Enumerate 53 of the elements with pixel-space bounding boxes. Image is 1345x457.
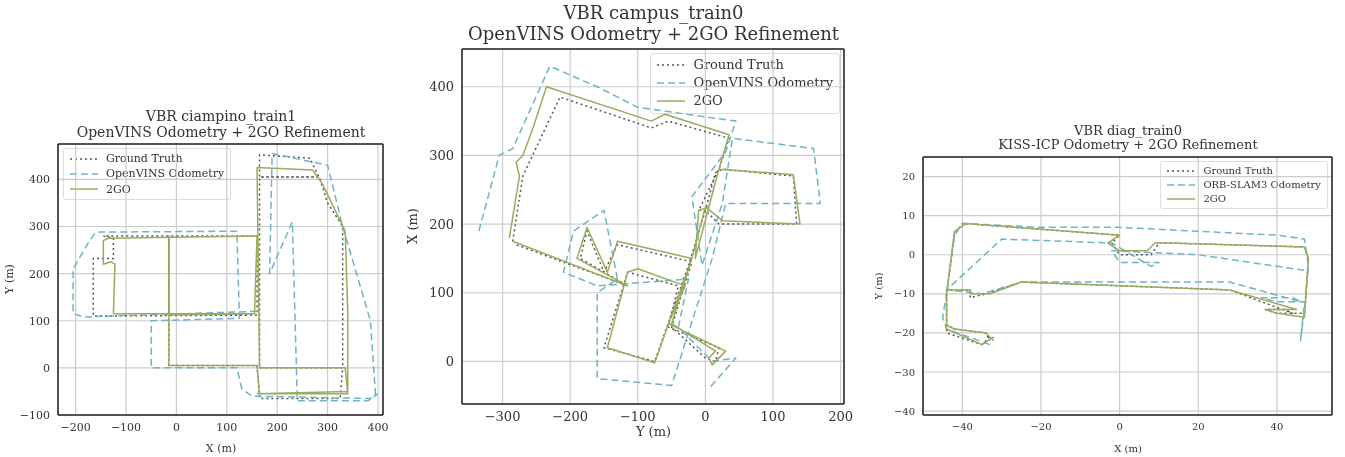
x-axis-title: X (m) bbox=[1113, 443, 1143, 455]
x-tick-label: −100 bbox=[619, 409, 656, 425]
y-tick-label: 0 bbox=[43, 361, 50, 375]
x-tick-label: −300 bbox=[484, 409, 521, 425]
legend-label: Ground Truth bbox=[1203, 164, 1273, 178]
legend-label: Ground Truth bbox=[106, 151, 183, 167]
x-tick-label: 100 bbox=[760, 409, 786, 425]
y-tick-label: 200 bbox=[29, 267, 50, 281]
y-tick-label: 10 bbox=[902, 210, 915, 222]
x-tick-label: 400 bbox=[367, 420, 389, 434]
y-tick-label: −20 bbox=[893, 327, 915, 339]
x-tick-label: 300 bbox=[317, 420, 339, 434]
y-tick-label: 100 bbox=[29, 314, 50, 328]
y-tick-label: 300 bbox=[29, 220, 50, 234]
legend-label: 2GO bbox=[106, 181, 131, 198]
y-tick-label: 0 bbox=[908, 249, 915, 261]
y-tick-label: 0 bbox=[445, 354, 454, 370]
legend-label: Ground Truth bbox=[693, 56, 784, 74]
legend-label: OpenVINS Odometry bbox=[106, 166, 225, 182]
x-tick-label: 20 bbox=[1191, 421, 1205, 433]
x-tick-label: −100 bbox=[110, 420, 142, 434]
y-axis-title: X (m) bbox=[404, 208, 421, 244]
legend-label: 2GO bbox=[693, 92, 723, 111]
legend-label: 2GO bbox=[1203, 192, 1226, 206]
line-series bbox=[72, 152, 379, 402]
y-axis-title: Y (m) bbox=[2, 264, 16, 294]
x-tick-label: −200 bbox=[552, 409, 589, 425]
y-tick-label: 20 bbox=[902, 171, 915, 183]
x-tick-label: −200 bbox=[60, 420, 91, 434]
y-tick-label: 200 bbox=[429, 216, 454, 232]
y-tick-label: 100 bbox=[429, 285, 454, 301]
x-tick-label: 100 bbox=[216, 420, 238, 434]
y-tick-label: 400 bbox=[429, 79, 454, 95]
x-tick-label: −20 bbox=[1030, 421, 1052, 433]
x-axis-title: Y (m) bbox=[634, 424, 673, 440]
y-axis-title: Y (m) bbox=[872, 271, 885, 300]
x-tick-label: 0 bbox=[701, 409, 710, 425]
legend-label: OpenVINS Odometry bbox=[693, 74, 833, 93]
y-tick-label: −30 bbox=[893, 366, 915, 378]
x-tick-label: 200 bbox=[828, 409, 854, 425]
x-tick-label: 40 bbox=[1270, 421, 1284, 433]
y-tick-label: 400 bbox=[29, 173, 50, 187]
chart-title: VBR diag_train0 KISS-ICP Odometry + 2GO Refinement bbox=[997, 122, 1259, 154]
y-tick-label: −10 bbox=[893, 288, 915, 300]
y-tick-label: 300 bbox=[429, 148, 454, 164]
x-tick-label: 200 bbox=[266, 420, 288, 434]
x-tick-label: 0 bbox=[172, 420, 180, 434]
chart-title: VBR campus_train0 OpenVINS Odometry + 2GO Refinement bbox=[466, 2, 841, 45]
legend-label: ORB-SLAM3 Odometry bbox=[1203, 178, 1321, 192]
chart-title: VBR ciampino_train1 OpenVINS Odometry + 2GO Refinement bbox=[75, 108, 367, 141]
x-tick-label: 0 bbox=[1116, 421, 1123, 433]
x-tick-label: −40 bbox=[951, 421, 973, 433]
x-axis-title: X (m) bbox=[204, 441, 238, 455]
